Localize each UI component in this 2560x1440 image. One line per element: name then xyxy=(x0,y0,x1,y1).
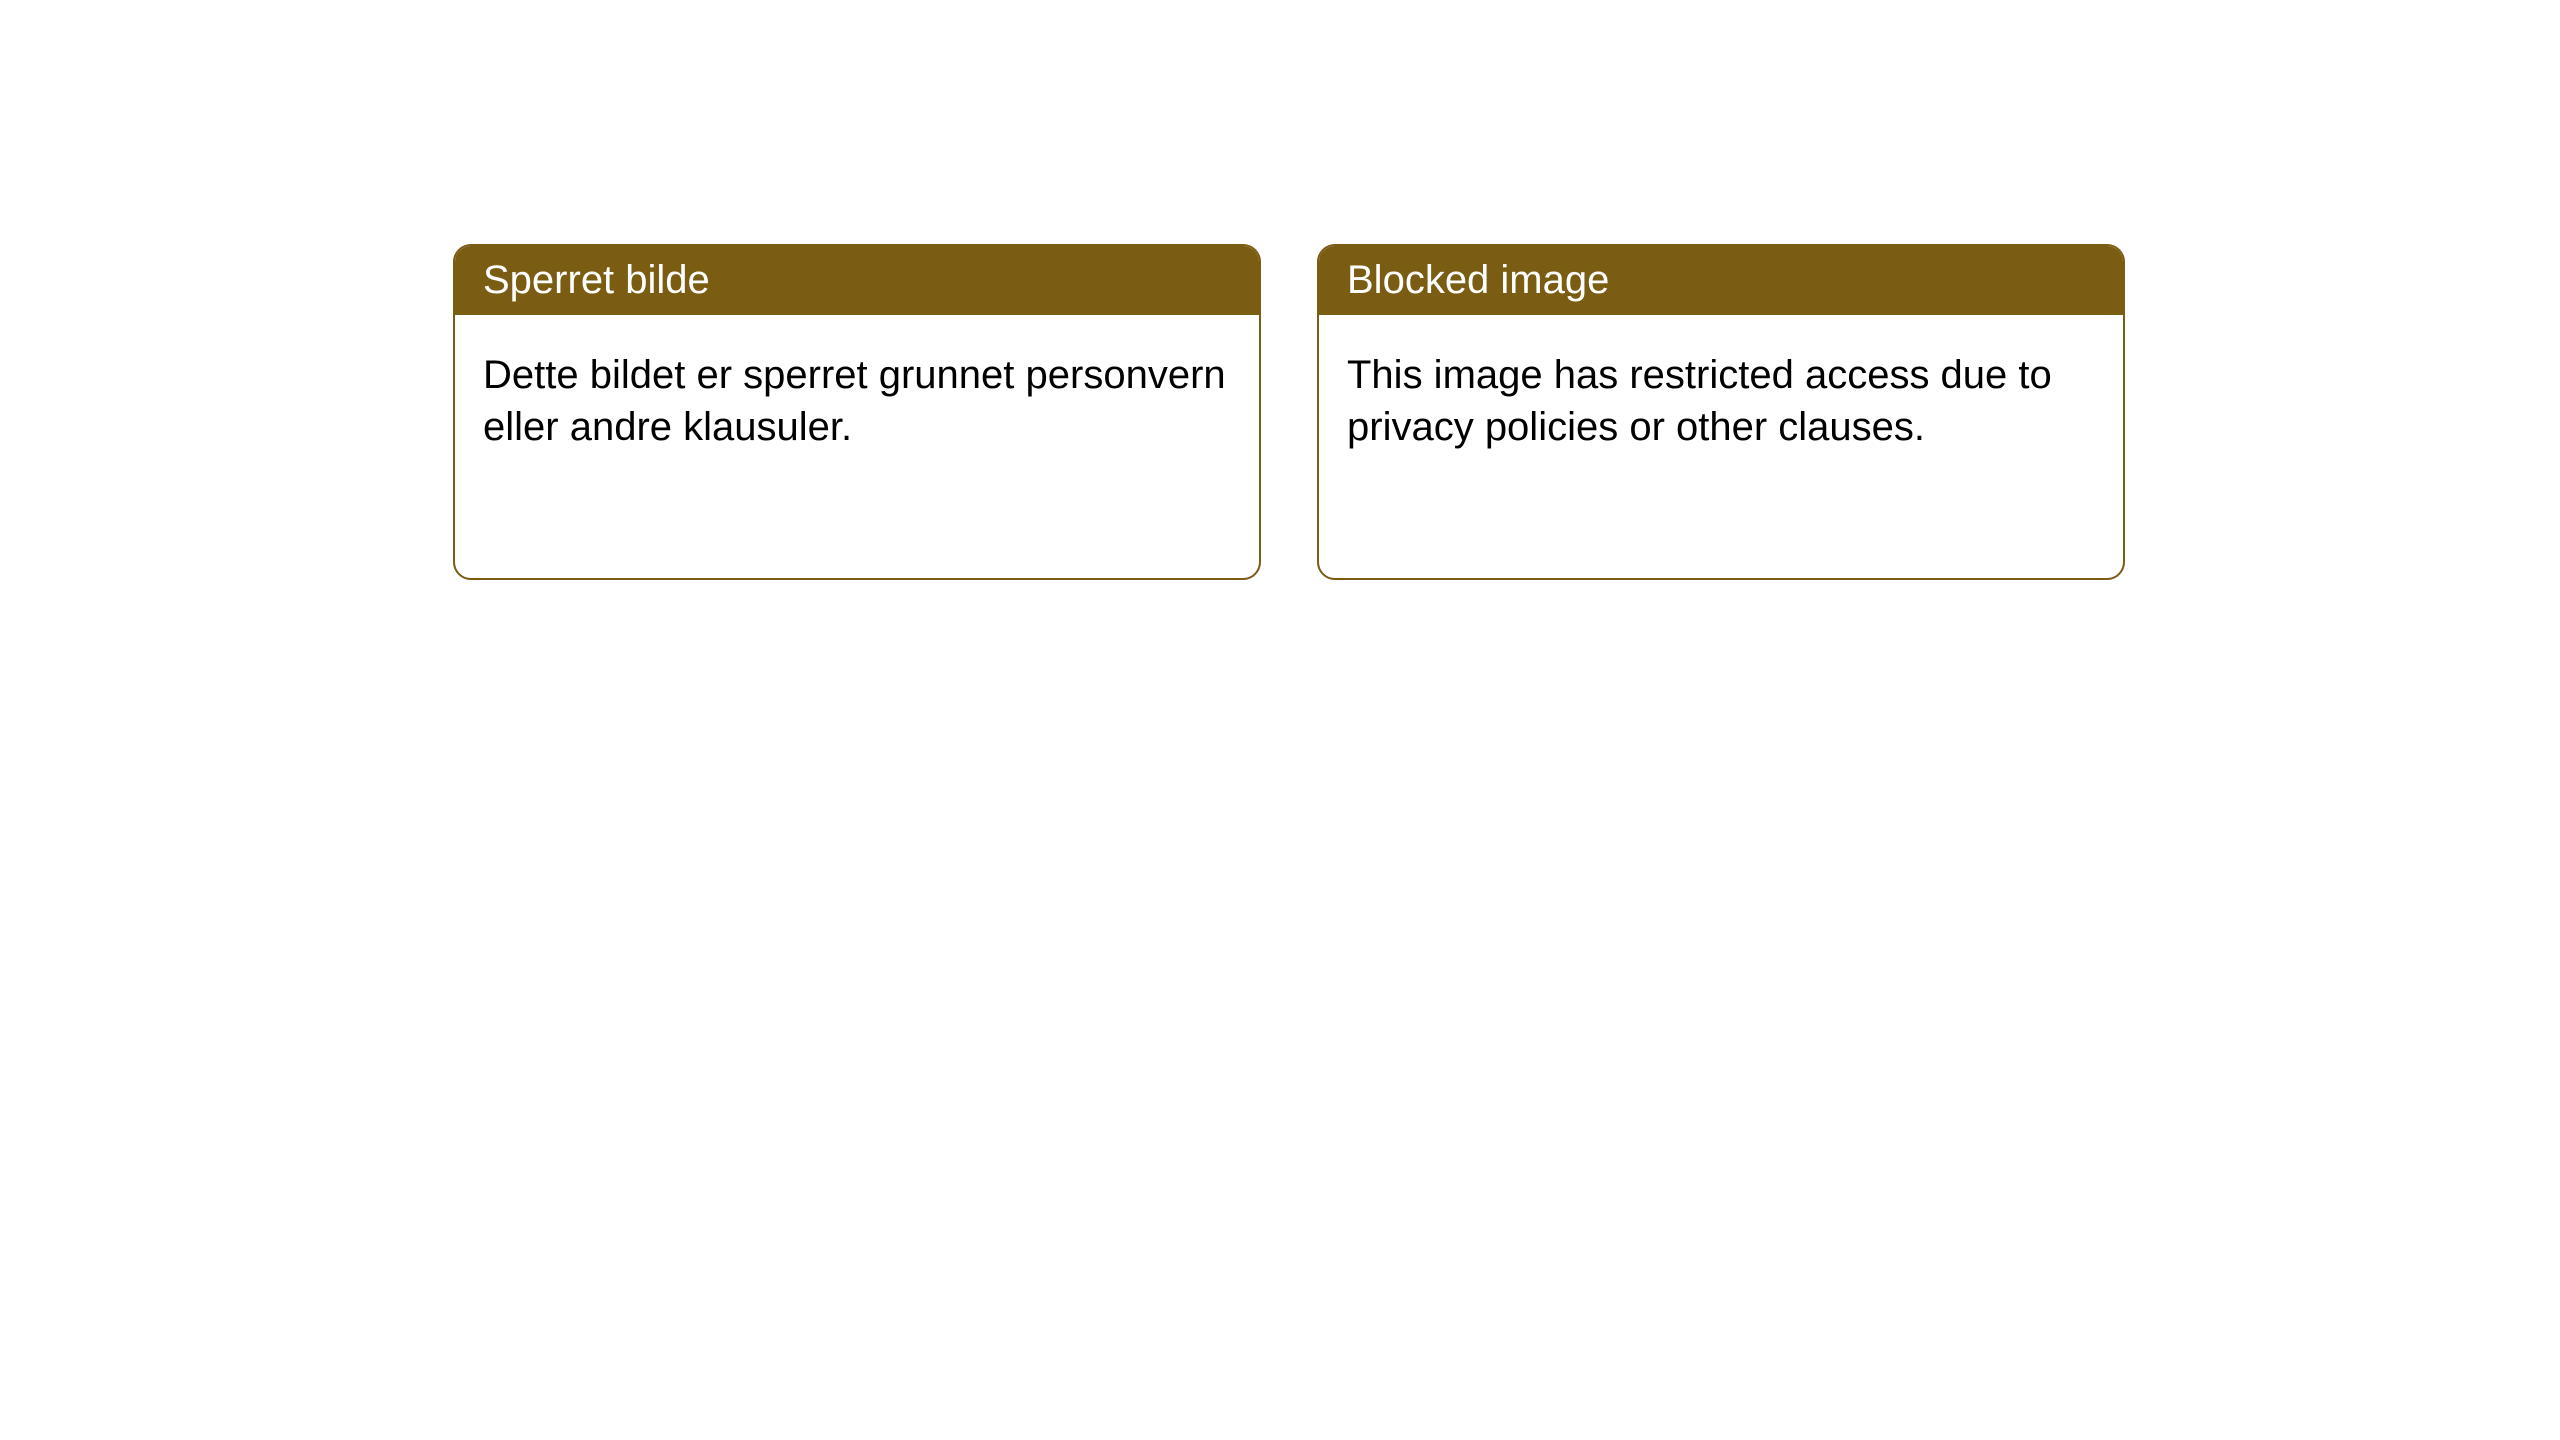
card-header-text: Blocked image xyxy=(1347,258,1609,302)
card-body: This image has restricted access due to … xyxy=(1319,315,2123,487)
card-body-text: This image has restricted access due to … xyxy=(1347,353,2052,449)
cards-container: Sperret bilde Dette bildet er sperret gr… xyxy=(453,244,2125,580)
card-body: Dette bildet er sperret grunnet personve… xyxy=(455,315,1259,487)
blocked-image-card-norwegian: Sperret bilde Dette bildet er sperret gr… xyxy=(453,244,1261,580)
card-header-text: Sperret bilde xyxy=(483,258,710,302)
card-body-text: Dette bildet er sperret grunnet personve… xyxy=(483,353,1226,449)
blocked-image-card-english: Blocked image This image has restricted … xyxy=(1317,244,2125,580)
card-header: Sperret bilde xyxy=(455,246,1259,315)
card-header: Blocked image xyxy=(1319,246,2123,315)
